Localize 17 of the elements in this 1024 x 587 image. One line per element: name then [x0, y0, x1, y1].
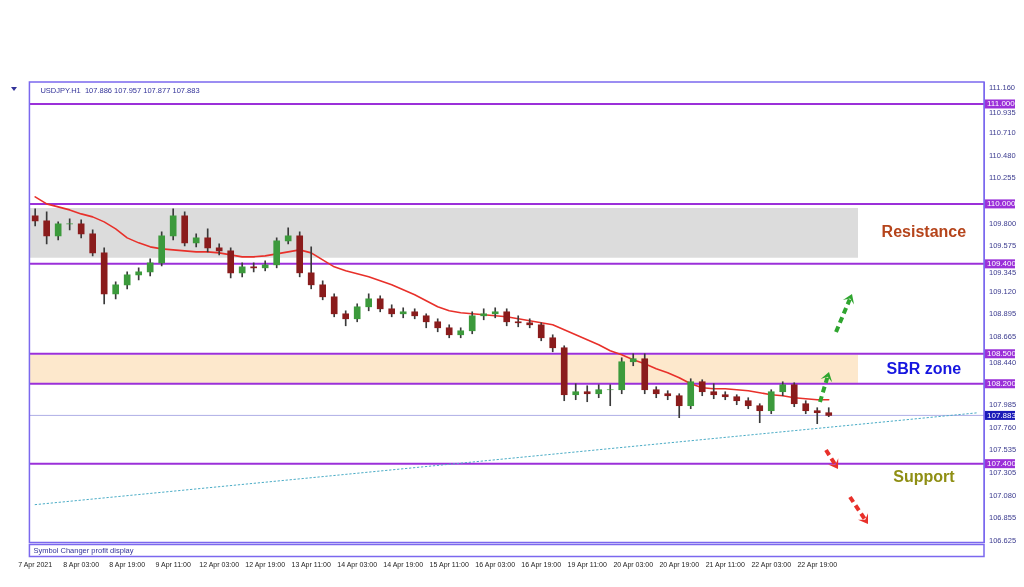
ref-line-label: 111.000 — [987, 99, 1016, 109]
ref-line-label: 107.883 — [987, 410, 1017, 420]
ref-line-label: 109.400 — [987, 259, 1017, 269]
candlestick — [572, 383, 580, 401]
candlestick — [583, 385, 591, 403]
ref-line-label: 108.500 — [987, 348, 1017, 358]
ref-line-label: 110.000 — [987, 199, 1016, 209]
annotation: Support — [893, 467, 956, 485]
candlestick — [514, 315, 522, 328]
candlestick — [606, 384, 614, 407]
candlestick — [710, 383, 718, 400]
ref-line-label: 108.200 — [987, 378, 1017, 388]
band-label: SBR zone — [886, 359, 962, 377]
candlestick — [813, 407, 821, 425]
band-label: Resistance — [881, 223, 967, 241]
ref-line-label: 107.400 — [987, 458, 1017, 468]
candlestick — [480, 308, 488, 321]
